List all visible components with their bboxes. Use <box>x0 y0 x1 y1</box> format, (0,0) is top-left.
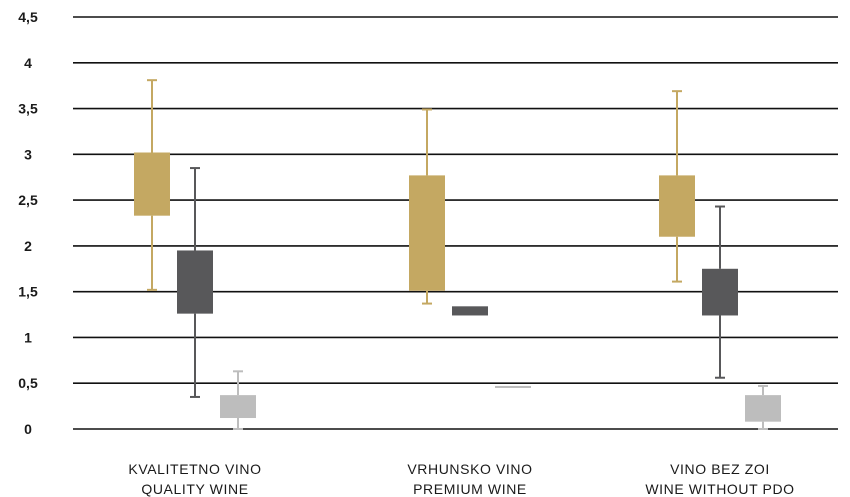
x-axis-categories: KVALITETNO VINO QUALITY WINE VRHUNSKO VINO… <box>128 461 794 497</box>
y-tick-label: 4,5 <box>18 9 38 25</box>
box-0-1 <box>177 167 213 398</box>
y-tick-label: 1,5 <box>18 284 38 300</box>
category-label-line2: PREMIUM WINE <box>413 481 527 497</box>
y-tick-label: 2 <box>24 238 32 254</box>
y-tick-label: 2,5 <box>18 192 38 208</box>
y-tick-label: 0,5 <box>18 375 38 391</box>
y-tick-label: 3,5 <box>18 101 38 117</box>
y-tick-label: 3 <box>24 146 32 162</box>
gridlines <box>73 16 838 430</box>
box-2-0 <box>659 90 695 283</box>
box-rect <box>134 152 170 216</box>
y-tick-label: 0 <box>24 421 32 437</box>
box-rect <box>745 395 781 422</box>
y-tick-label: 4 <box>24 55 32 71</box>
box-rect <box>495 385 531 388</box>
box-rect <box>409 175 445 291</box>
category-label-line2: WINE WITHOUT PDO <box>645 481 794 497</box>
category-label-line1: VRHUNSKO VINO <box>407 461 532 477</box>
category-label-line2: QUALITY WINE <box>141 481 248 497</box>
box-rect <box>452 306 488 316</box>
y-axis-ticks: 0 0,5 1 1,5 2 2,5 3 3,5 4 4,5 <box>18 9 38 437</box>
box-rect <box>659 175 695 237</box>
box-1-1 <box>452 306 488 316</box>
category-label-line1: KVALITETNO VINO <box>128 461 261 477</box>
box-rect <box>177 250 213 314</box>
box-rect <box>702 268 738 316</box>
category-label-line1: VINO BEZ ZOI <box>670 461 770 477</box>
box-2-1 <box>702 205 738 379</box>
boxes <box>134 79 781 430</box>
y-tick-label: 1 <box>24 329 32 345</box>
box-1-2 <box>495 385 531 388</box>
box-rect <box>220 395 256 419</box>
box-0-2 <box>220 370 256 430</box>
box-1-0 <box>409 108 445 305</box>
box-2-2 <box>745 384 781 430</box>
box-0-0 <box>134 79 170 291</box>
